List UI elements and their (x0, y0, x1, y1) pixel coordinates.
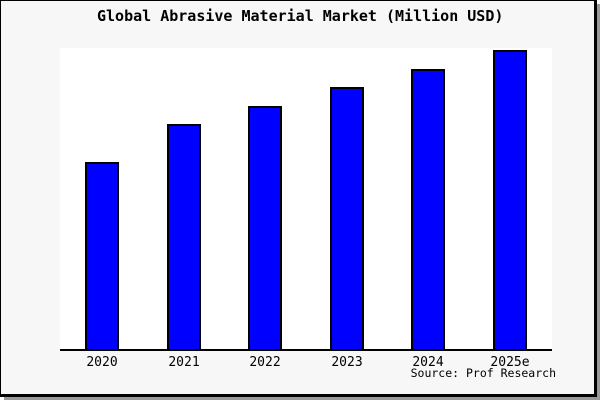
bar (85, 162, 119, 349)
x-axis-labels: 2020 2021 2022 2023 2024 2025e (60, 355, 552, 373)
bar (493, 50, 527, 349)
x-tick-label: 2020 (86, 355, 118, 370)
plot-area (60, 48, 552, 351)
source-credit: Source: Prof Research (410, 366, 556, 380)
bar (330, 87, 364, 349)
x-tick-label: 2024 (412, 355, 444, 370)
x-tick-label: 2023 (331, 355, 363, 370)
chart-title: Global Abrasive Material Market (Million… (97, 7, 504, 25)
bar (411, 69, 445, 349)
bar (248, 106, 282, 349)
x-tick-label: 2021 (168, 355, 200, 370)
bar (167, 124, 201, 349)
x-tick-label: 2025e (490, 355, 530, 370)
x-tick-label: 2022 (249, 355, 281, 370)
x-axis-line (60, 349, 552, 351)
